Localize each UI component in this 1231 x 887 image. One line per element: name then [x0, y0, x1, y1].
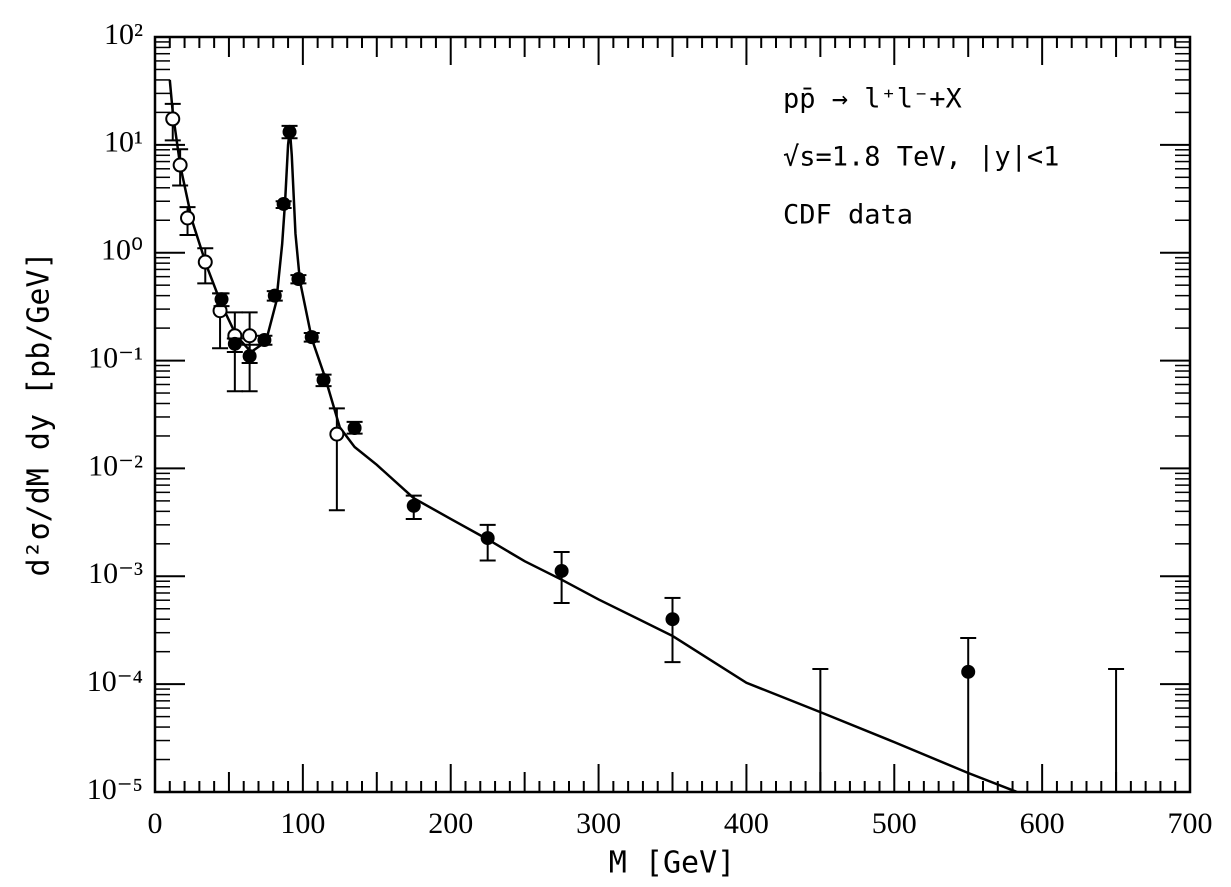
y-tick-label: 10² — [104, 18, 143, 51]
filled-point — [242, 349, 257, 364]
x-axis-title: M [GeV] — [609, 846, 735, 881]
filled-point — [276, 196, 291, 211]
y-tick-label: 10⁻⁵ — [87, 773, 143, 806]
x-tick-label: 300 — [576, 807, 621, 840]
filled-point — [291, 272, 306, 287]
filled-point — [257, 333, 272, 348]
open-point — [197, 254, 213, 270]
theory-curve — [168, 79, 1018, 792]
y-tick-label: 10⁰ — [101, 234, 143, 267]
y-tick-label: 10⁻² — [88, 449, 143, 482]
annotation: pp̄ → l⁺l⁻+X — [783, 84, 962, 115]
filled-point — [214, 292, 229, 307]
x-tick-label: 400 — [724, 807, 769, 840]
filled-point — [282, 124, 297, 139]
filled-point — [554, 563, 569, 578]
x-tick-label: 500 — [872, 807, 917, 840]
x-tick-label: 200 — [428, 807, 473, 840]
y-axis-title: d²σ/dM dy [pb/GeV] — [22, 251, 57, 576]
open-point — [242, 328, 258, 344]
open-point — [329, 426, 345, 442]
filled-point — [665, 612, 680, 627]
filled-point — [304, 330, 319, 345]
filled-point — [347, 421, 362, 436]
x-tick-label: 100 — [280, 807, 325, 840]
y-tick-label: 10⁻¹ — [88, 341, 143, 374]
annotation: √s=1.8 TeV, |y|<1 — [783, 142, 1059, 173]
x-tick-label: 700 — [1168, 807, 1213, 840]
filled-point — [406, 498, 421, 513]
y-tick-label: 10⁻³ — [88, 557, 143, 590]
open-point — [172, 157, 188, 173]
filled-point — [267, 288, 282, 303]
filled-point — [227, 336, 242, 351]
filled-point — [480, 531, 495, 546]
annotation: CDF data — [783, 200, 913, 231]
filled-point — [316, 373, 331, 388]
plot-area — [164, 79, 1125, 792]
x-tick-label: 0 — [148, 807, 163, 840]
x-tick-label: 600 — [1020, 807, 1065, 840]
open-point — [165, 111, 181, 127]
y-tick-label: 10¹ — [104, 126, 143, 159]
open-point — [180, 210, 196, 226]
filled-point — [961, 664, 976, 679]
y-tick-label: 10⁻⁴ — [87, 665, 143, 698]
